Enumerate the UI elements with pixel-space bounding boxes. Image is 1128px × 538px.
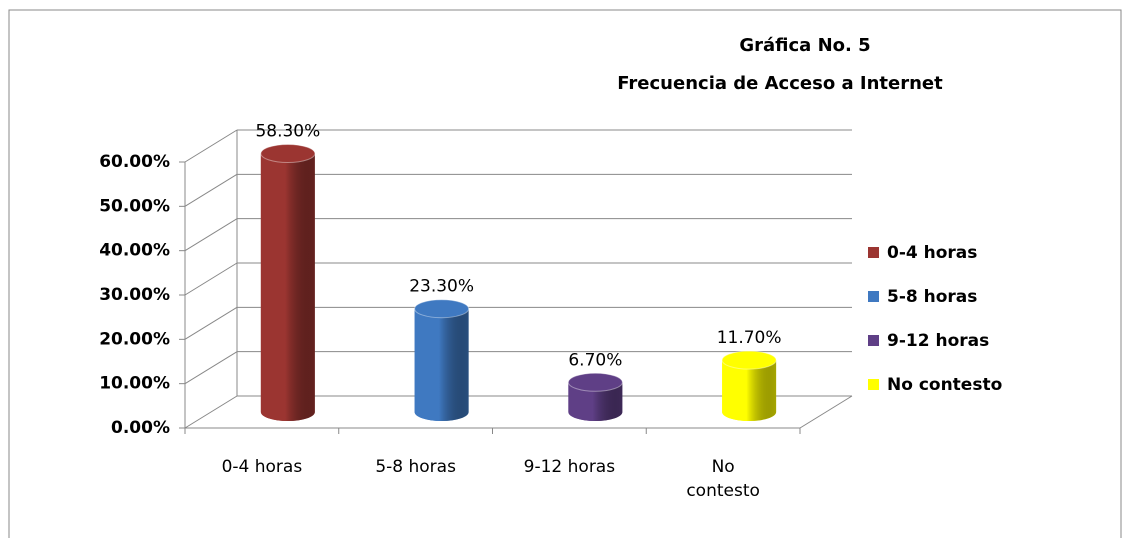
legend-swatch <box>868 379 879 390</box>
grid-line <box>184 218 238 252</box>
chart-subtitle: Frecuencia de Acceso a Internet <box>617 73 943 94</box>
bar-shade <box>568 382 623 421</box>
y-tick-label: 60.00% <box>99 152 170 172</box>
bar-top <box>414 299 470 319</box>
value-label: 11.70% <box>717 328 782 348</box>
bar-shade <box>722 360 777 421</box>
legend-label: 9-12 horas <box>887 331 989 351</box>
y-tick-label: 30.00% <box>99 285 170 305</box>
legend-swatch <box>868 291 879 302</box>
grid-line <box>184 306 238 340</box>
x-tick-label: 5-8 horas <box>375 457 456 477</box>
grid-line <box>184 351 238 385</box>
x-tick-label: 0-4 horas <box>221 457 303 477</box>
legend-label: No contesto <box>887 375 1002 395</box>
y-tick-label: 0.00% <box>111 418 170 438</box>
legend-label: 5-8 horas <box>887 287 977 307</box>
bar-shade <box>414 308 469 421</box>
bar-top <box>721 350 777 370</box>
value-label: 23.30% <box>409 277 474 297</box>
bar-shade <box>260 153 315 421</box>
x-tick-label: No contesto <box>686 457 760 501</box>
x-tick-label: 9-12 horas <box>523 457 616 477</box>
y-tick-label: 10.00% <box>99 374 170 394</box>
bar-top <box>567 372 623 392</box>
value-label: 6.70% <box>568 350 622 370</box>
chart-title: Gráfica No. 5 <box>739 35 870 56</box>
legend-swatch <box>868 335 879 346</box>
grid-line <box>184 395 238 429</box>
y-tick-label: 20.00% <box>99 329 170 349</box>
y-tick-label: 50.00% <box>99 196 170 216</box>
grid-line <box>184 262 238 296</box>
y-tick-label: 40.00% <box>99 241 170 261</box>
legend-swatch <box>868 247 879 258</box>
grid-line <box>184 173 238 207</box>
bar-top <box>260 144 316 164</box>
floor-right <box>799 395 853 429</box>
grid-line <box>184 129 238 163</box>
legend-label: 0-4 horas <box>887 243 977 263</box>
value-label: 58.30% <box>255 122 320 142</box>
frame <box>8 9 1122 538</box>
